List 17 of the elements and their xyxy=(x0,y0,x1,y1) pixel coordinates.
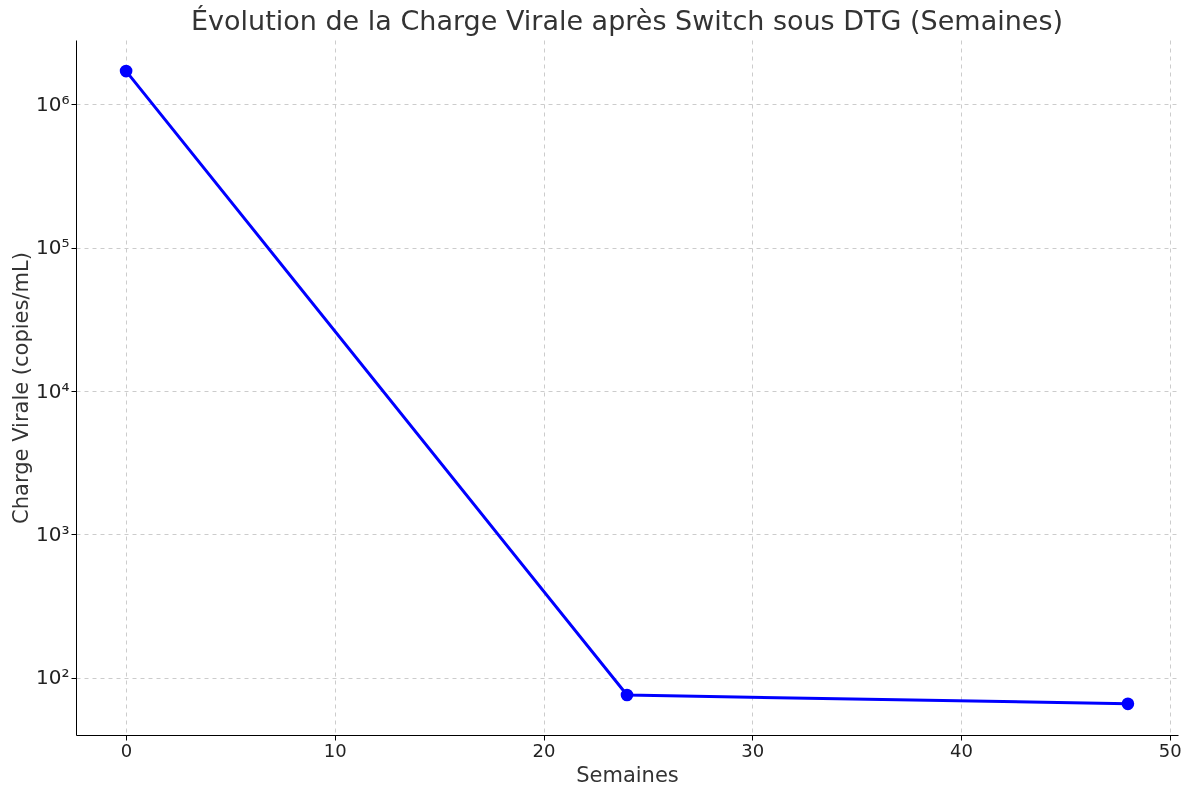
y-axis-title: Charge Virale (copies/mL) xyxy=(9,252,34,524)
x-tick-label: 50 xyxy=(1158,739,1182,761)
y-tick-label: 10⁴ xyxy=(36,378,70,403)
x-tick-label: 30 xyxy=(741,739,765,761)
point xyxy=(119,64,133,78)
x-tick-label: 0 xyxy=(120,739,133,761)
point xyxy=(620,688,634,702)
y-tick-label: 10³ xyxy=(36,521,70,546)
y-tick-label: 10² xyxy=(36,665,70,690)
x-tick-label: 10 xyxy=(323,739,347,761)
chart-title: Évolution de la Charge Virale après Switch sous DTG (Semaines) xyxy=(190,5,1064,36)
y-tick-label: 10⁶ xyxy=(36,91,70,116)
y-tick-label: 10⁵ xyxy=(36,235,70,260)
x-tick-label: 40 xyxy=(949,739,973,761)
x-tick-label: 20 xyxy=(532,739,556,761)
x-axis-title: Semaines xyxy=(576,762,679,787)
point xyxy=(1121,697,1135,711)
